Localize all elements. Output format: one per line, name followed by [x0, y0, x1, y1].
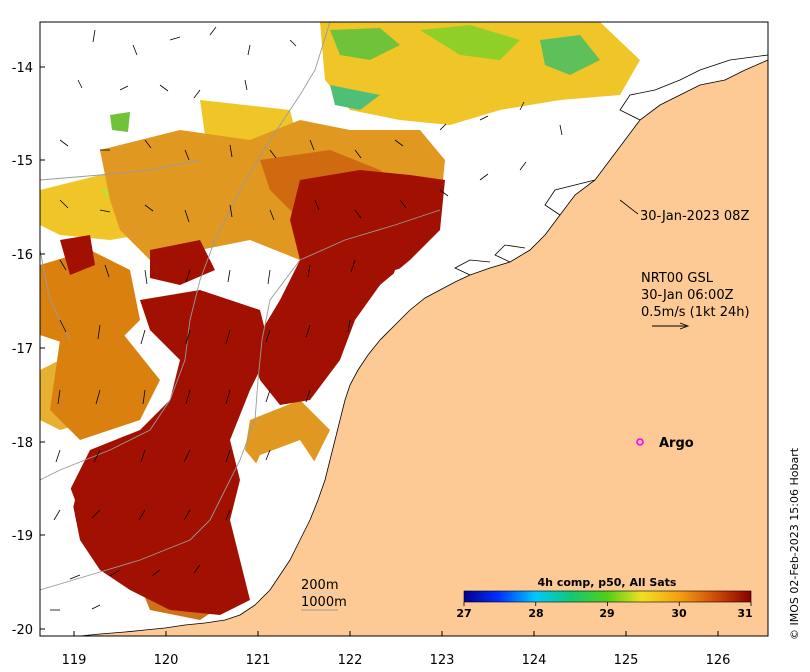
x-tick-label: 125: [614, 653, 639, 668]
x-tick-label: 120: [154, 653, 179, 668]
current-vectors: [50, 26, 563, 611]
satellite-time-label: 30-Jan-2023 08Z: [640, 209, 749, 224]
x-tick-label: 119: [62, 653, 87, 668]
x-tick-label: 123: [430, 653, 455, 668]
y-tick-label: -17: [12, 342, 33, 357]
colorbar-tick: 27: [456, 607, 471, 620]
current-scale-label: 0.5m/s (1kt 24h): [641, 305, 750, 320]
y-tick-labels: -14 -15 -16 -17 -18 -19 -20: [12, 61, 33, 638]
plot-area: [40, 22, 768, 636]
satellite-time-pointer: [619, 199, 639, 215]
contour-200-label: 200m: [301, 578, 338, 593]
y-tick-label: -18: [12, 436, 33, 451]
colorbar-tick: 30: [671, 607, 687, 620]
y-tick-label: -20: [12, 623, 33, 638]
y-tick-label: -14: [12, 61, 33, 76]
x-tick-label: 124: [522, 653, 547, 668]
scale-arrow-icon: [652, 322, 690, 330]
x-tick-labels: 119 120 121 122 123 124 125 126: [62, 653, 731, 668]
y-tick-label: -15: [12, 154, 33, 169]
x-tick-label: 122: [338, 653, 363, 668]
colorbar-tick: 28: [528, 607, 543, 620]
colorbar-title: 4h comp, p50, All Sats: [538, 576, 677, 589]
coastline-detail: [454, 54, 768, 276]
colorbar-tick: 31: [737, 607, 752, 620]
colorbar-tick: 29: [599, 607, 614, 620]
sst-hot-patches: [60, 170, 445, 615]
argo-marker: [636, 438, 644, 446]
credit-label: © IMOS 02-Feb-2023 15:06 Hobart: [788, 447, 801, 640]
current-product-label: NRT00 GSL: [641, 271, 714, 286]
x-tick-label: 126: [706, 653, 731, 668]
current-time-label: 30-Jan 06:00Z: [641, 288, 734, 303]
argo-label: Argo: [659, 436, 694, 451]
x-tick-label: 121: [246, 653, 271, 668]
plot-frame: [39, 21, 769, 637]
contour-1000-label: 1000m: [301, 595, 347, 610]
y-tick-label: -19: [12, 529, 33, 544]
colorbar-ramp: [463, 590, 752, 603]
axis-ticks: [40, 66, 719, 636]
y-tick-label: -16: [12, 248, 33, 263]
land-mass: [79, 59, 768, 636]
colorbar: 4h comp, p50, All Sats 27 28 29 30 31: [456, 576, 752, 620]
